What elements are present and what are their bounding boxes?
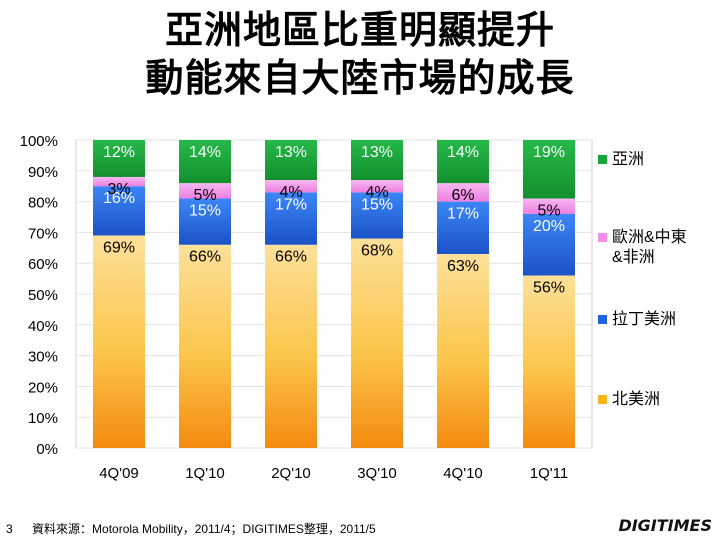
data-label: 4% [365,184,388,201]
x-tick-label: 4Q'09 [99,465,139,482]
bar-segment [265,140,317,181]
bar-segment [179,183,231,199]
y-tick-label: 90% [28,164,58,181]
data-label: 20% [533,218,565,235]
bar-segment [179,198,231,245]
bar-segment [437,201,489,254]
data-label: 5% [537,203,560,220]
legend-label-line: 歐洲&中東 [612,228,687,246]
bar-segment [93,140,145,177]
legend-swatch [598,155,607,164]
y-tick-label: 70% [28,225,58,242]
bar-segment [351,238,403,448]
data-label: 3% [107,181,130,198]
data-label: 15% [361,196,393,213]
bar-segment [437,140,489,184]
bar-segment [523,198,575,214]
legend-label: 北美洲 [612,390,660,408]
bar-segment [93,235,145,448]
data-label: 6% [451,187,474,204]
x-tick-label: 2Q'10 [271,465,311,482]
grid-layer [75,139,593,449]
y-tick-label: 0% [36,441,58,458]
axis-layer: 0% 10% 20% 30% 40% 50% 60% 70% 80% 90% 100% 4Q'09 1Q… [20,133,569,482]
bar-segment [351,180,403,193]
data-label: 63% [447,258,479,275]
data-label: 12% [103,144,135,161]
y-tick-label: 10% [28,410,58,427]
bar-segment [523,140,575,199]
x-tick-label: 3Q'10 [357,465,397,482]
data-label: 17% [447,206,479,223]
legend-label-line: &非洲 [612,248,655,266]
y-tick-label: 100% [20,133,58,150]
data-label: 14% [447,144,479,161]
data-label: 56% [533,280,565,297]
y-tick-label: 80% [28,195,58,212]
bar-segment [437,253,489,448]
data-label: 14% [189,144,221,161]
footer: 3 資料來源：Motorola Mobility，2011/4；DIGITIME… [6,520,376,537]
y-tick-label: 30% [28,349,58,366]
data-label: 68% [361,243,393,260]
source-note: 資料來源：Motorola Mobility，2011/4；DIGITIMES整… [32,522,376,536]
bar-segment [265,192,317,245]
x-tick-label: 1Q'10 [185,465,225,482]
label-layer: 69%16%3%12%66%15%5%14%66%17%4%13%68%15%4… [103,144,565,297]
bar-segment [179,140,231,184]
title-line-1: 亞洲地區比重明顯提升 [164,8,555,52]
legend-swatch [598,315,607,324]
legend-label: 亞洲 [612,151,644,168]
y-tick-label: 40% [28,318,58,335]
data-label: 4% [279,184,302,201]
digitimes-logo: DIGITIMES [618,516,712,535]
data-label: 5% [193,187,216,204]
bar-segment [351,140,403,181]
data-label: 66% [275,249,307,266]
y-tick-label: 50% [28,287,58,304]
bar-layer [93,140,575,448]
x-tick-label: 1Q'11 [530,465,568,482]
title-line-2: 動能來自大陸市場的成長 [145,56,575,100]
legend-swatch [598,233,607,242]
data-label: 13% [361,144,393,161]
x-tick-label: 4Q'10 [443,465,483,482]
data-label: 15% [189,203,221,220]
y-tick-label: 20% [28,379,58,396]
page-number: 3 [6,522,13,536]
bar-segment [351,192,403,239]
bar-segment [523,213,575,276]
data-label: 69% [103,239,135,256]
data-label: 13% [275,144,307,161]
data-label: 66% [189,249,221,266]
y-tick-label: 60% [28,256,58,273]
bar-segment [523,275,575,448]
bar-segment [265,180,317,193]
data-label: 16% [103,190,135,207]
data-label: 19% [533,144,565,161]
bar-segment [93,176,145,187]
bar-segment [265,244,317,448]
bar-segment [437,183,489,202]
legend-swatch [598,395,607,404]
data-label: 17% [275,196,307,213]
page-title: 亞洲地區比重明顯提升 動能來自大陸市場的成長 [0,6,720,102]
legend-label: 拉丁美洲 [612,310,676,328]
bar-segment [179,244,231,448]
bar-segment [93,186,145,236]
legend-label: 歐洲&中東&非洲 [612,228,687,266]
